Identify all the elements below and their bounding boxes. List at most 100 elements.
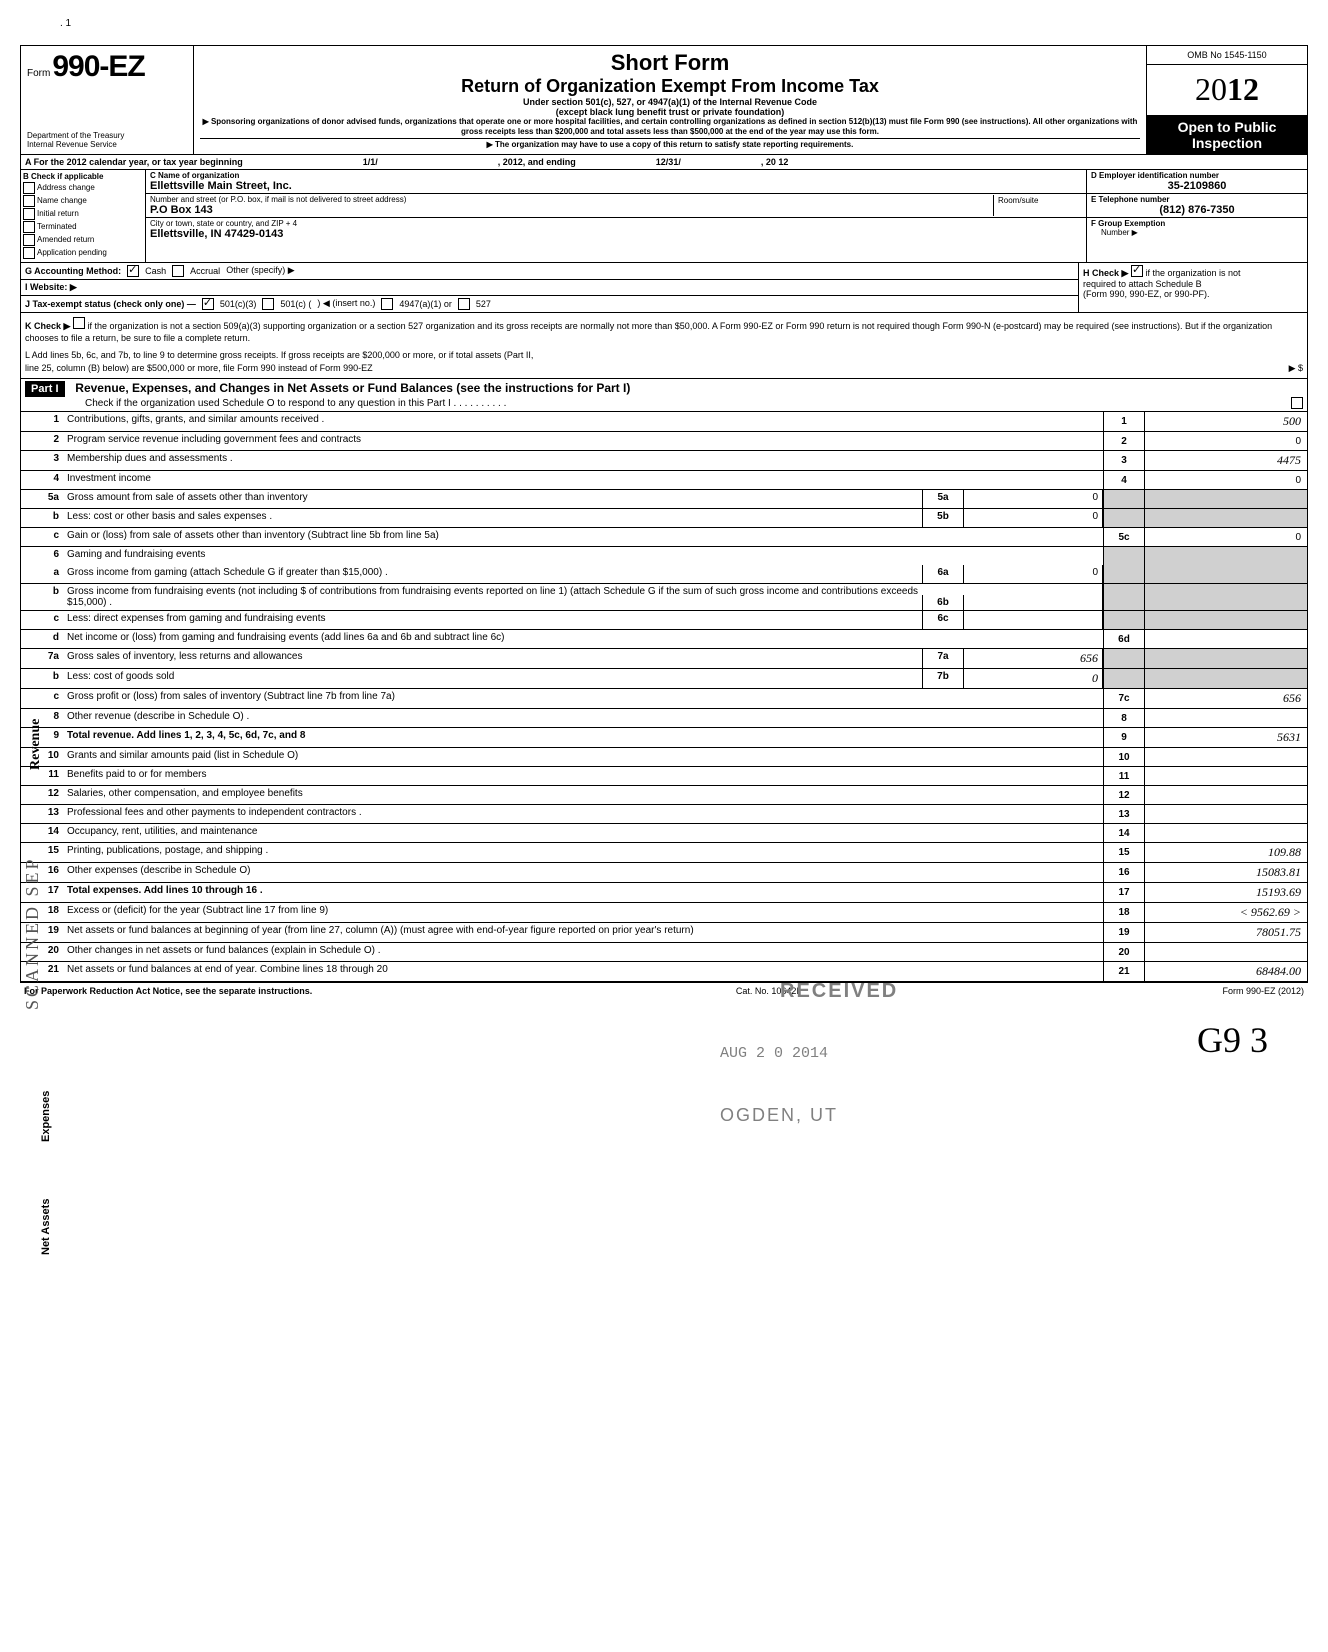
checkbox-527[interactable] xyxy=(458,298,470,310)
phone: (812) 876-7350 xyxy=(1091,204,1303,216)
l-arrow: ▶ $ xyxy=(1289,362,1303,375)
line-20-val xyxy=(1144,943,1307,961)
line-17-box: 17 xyxy=(1103,883,1144,902)
line-7b-shade1 xyxy=(1103,669,1144,688)
addr-label: Number and street (or P.O. box, if mail … xyxy=(150,195,993,204)
line-5b-num: b xyxy=(21,509,63,527)
checkbox-h[interactable] xyxy=(1131,265,1143,277)
b-header: B Check if applicable xyxy=(23,172,143,181)
row-a-yearend: , 20 12 xyxy=(761,157,789,167)
line-11: 11 Benefits paid to or for members 11 xyxy=(21,767,1307,786)
line-2-box: 2 xyxy=(1103,432,1144,450)
line-16-val: 15083.81 xyxy=(1144,863,1307,882)
checkbox-address-change[interactable] xyxy=(23,182,35,194)
l-text2: line 25, column (B) below) are $500,000 … xyxy=(25,362,373,375)
label-app-pending: Application pending xyxy=(37,248,107,257)
line-12-num: 12 xyxy=(21,786,63,804)
title-note2: ▶ The organization may have to use a cop… xyxy=(200,138,1140,150)
line-6-desc: Gaming and fundraising events xyxy=(63,547,1103,565)
line-19-val: 78051.75 xyxy=(1144,923,1307,942)
line-16: 16 Other expenses (describe in Schedule … xyxy=(21,863,1307,883)
checkbox-amended[interactable] xyxy=(23,234,35,246)
line-5c-val: 0 xyxy=(1144,528,1307,546)
d-label: D Employer identification number xyxy=(1091,171,1303,180)
side-label-revenue: Revenue xyxy=(28,719,44,770)
label-address-change: Address change xyxy=(37,183,95,192)
line-6a: a Gross income from gaming (attach Sched… xyxy=(21,565,1307,584)
checkbox-k[interactable] xyxy=(73,317,85,329)
line-6b-shade1 xyxy=(1103,584,1144,610)
dept-line2: Internal Revenue Service xyxy=(27,141,187,150)
line-1: 1 Contributions, gifts, grants, and simi… xyxy=(21,412,1307,432)
line-19: 19 Net assets or fund balances at beginn… xyxy=(21,923,1307,943)
line-21-desc: Net assets or fund balances at end of ye… xyxy=(63,962,1103,981)
line-7a-subval: 656 xyxy=(964,649,1103,668)
stamp-date: AUG 2 0 2014 xyxy=(720,1045,828,1062)
line-6b-sub: 6b xyxy=(922,595,964,610)
title-sub: Return of Organization Exempt From Incom… xyxy=(200,76,1140,97)
line-3: 3 Membership dues and assessments . 3 44… xyxy=(21,451,1307,471)
checkbox-501c[interactable] xyxy=(262,298,274,310)
part1-title: Revenue, Expenses, and Changes in Net As… xyxy=(75,381,630,395)
line-13-num: 13 xyxy=(21,805,63,823)
line-7a-num: 7a xyxy=(21,649,63,668)
row-a-mid: , 2012, and ending xyxy=(498,157,576,167)
line-5a-shade1 xyxy=(1103,490,1144,508)
row-a-end: 12/31/ xyxy=(656,157,681,167)
checkbox-4947[interactable] xyxy=(381,298,393,310)
line-5b: b Less: cost or other basis and sales ex… xyxy=(21,509,1307,528)
line-5a-num: 5a xyxy=(21,490,63,508)
line-19-desc: Net assets or fund balances at beginning… xyxy=(63,923,1103,942)
side-label-netassets: Net Assets xyxy=(40,1199,52,1255)
title-under: Under section 501(c), 527, or 4947(a)(1)… xyxy=(200,97,1140,107)
line-2-val: 0 xyxy=(1144,432,1307,450)
k-label: K Check ▶ xyxy=(25,321,70,331)
line-14-val xyxy=(1144,824,1307,842)
row-h: H Check ▶ if the organization is not req… xyxy=(1078,263,1307,312)
label-accrual: Accrual xyxy=(190,266,220,276)
line-5a: 5a Gross amount from sale of assets othe… xyxy=(21,490,1307,509)
line-6c-shade1 xyxy=(1103,611,1144,629)
line-13-val xyxy=(1144,805,1307,823)
line-5a-subval: 0 xyxy=(964,490,1103,508)
line-1-num: 1 xyxy=(21,412,63,431)
checkbox-terminated[interactable] xyxy=(23,221,35,233)
title-main: Short Form xyxy=(200,50,1140,76)
line-6a-sub: 6a xyxy=(922,565,964,583)
line-15-box: 15 xyxy=(1103,843,1144,862)
line-21-val: 68484.00 xyxy=(1144,962,1307,981)
page-corner-mark: . 1 xyxy=(60,18,71,29)
g-label: G Accounting Method: xyxy=(25,266,121,276)
line-3-val: 4475 xyxy=(1144,451,1307,470)
line-12-val xyxy=(1144,786,1307,804)
line-4: 4 Investment income 4 0 xyxy=(21,471,1307,490)
line-5b-sub: 5b xyxy=(922,509,964,527)
line-5c-box: 5c xyxy=(1103,528,1144,546)
form-number: 990-EZ xyxy=(52,50,144,84)
line-5c-num: c xyxy=(21,528,63,546)
line-6-shade2 xyxy=(1144,547,1307,565)
checkbox-app-pending[interactable] xyxy=(23,247,35,259)
line-7b-sub: 7b xyxy=(922,669,964,688)
label-initial-return: Initial return xyxy=(37,209,79,218)
line-12: 12 Salaries, other compensation, and emp… xyxy=(21,786,1307,805)
line-5b-desc: Less: cost or other basis and sales expe… xyxy=(63,509,922,527)
line-6c-shade2 xyxy=(1144,611,1307,629)
checkbox-501c3[interactable] xyxy=(202,298,214,310)
line-15: 15 Printing, publications, postage, and … xyxy=(21,843,1307,863)
line-6c-desc: Less: direct expenses from gaming and fu… xyxy=(63,611,922,629)
checkbox-initial-return[interactable] xyxy=(23,208,35,220)
part1-label: Part I xyxy=(25,381,65,397)
stamp-ogden: OGDEN, UT xyxy=(720,1105,838,1126)
open-public-text: Open to Public xyxy=(1150,119,1304,135)
open-to-public: Open to Public Inspection xyxy=(1147,116,1307,154)
line-16-desc: Other expenses (describe in Schedule O) xyxy=(63,863,1103,882)
line-15-val: 109.88 xyxy=(1144,843,1307,862)
checkbox-cash[interactable] xyxy=(127,265,139,277)
checkbox-name-change[interactable] xyxy=(23,195,35,207)
checkbox-part1[interactable] xyxy=(1291,397,1303,409)
label-cash: Cash xyxy=(145,266,166,276)
line-1-desc: Contributions, gifts, grants, and simila… xyxy=(63,412,1103,431)
line-2: 2 Program service revenue including gove… xyxy=(21,432,1307,451)
checkbox-accrual[interactable] xyxy=(172,265,184,277)
